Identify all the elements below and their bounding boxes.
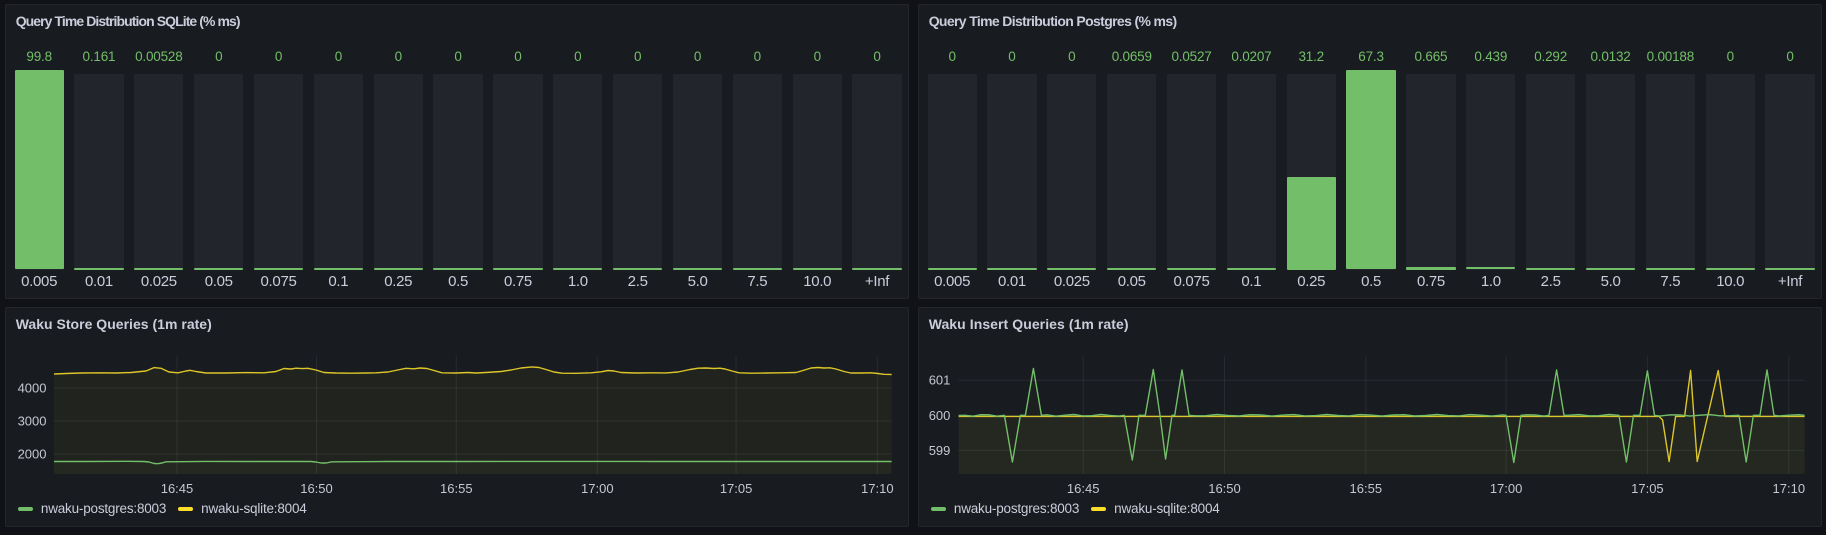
svg-text:4000: 4000 [18,381,47,396]
svg-text:16:50: 16:50 [1208,481,1241,496]
svg-text:3000: 3000 [18,414,47,429]
svg-text:16:45: 16:45 [161,481,194,496]
svg-text:17:00: 17:00 [581,481,614,496]
svg-text:599: 599 [929,443,951,458]
svg-text:16:55: 16:55 [1350,481,1383,496]
svg-text:16:55: 16:55 [440,481,473,496]
svg-text:17:10: 17:10 [861,481,894,496]
svg-text:17:10: 17:10 [1773,481,1806,496]
svg-text:600: 600 [929,408,951,423]
svg-text:601: 601 [929,373,951,388]
svg-text:17:00: 17:00 [1490,481,1523,496]
svg-text:16:45: 16:45 [1067,481,1100,496]
svg-text:2000: 2000 [18,447,47,462]
svg-text:16:50: 16:50 [300,481,333,496]
svg-text:17:05: 17:05 [720,481,753,496]
svg-text:17:05: 17:05 [1631,481,1664,496]
